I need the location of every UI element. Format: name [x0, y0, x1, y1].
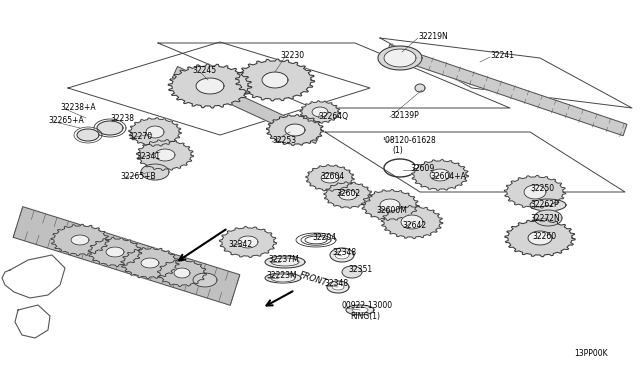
Text: 32348: 32348: [332, 247, 356, 257]
Text: 32219N: 32219N: [418, 32, 448, 41]
Polygon shape: [271, 274, 295, 282]
Polygon shape: [141, 258, 159, 268]
Polygon shape: [386, 44, 627, 136]
Polygon shape: [430, 169, 450, 181]
Polygon shape: [285, 124, 305, 136]
Polygon shape: [129, 118, 181, 146]
Polygon shape: [146, 126, 164, 138]
Text: 32272N: 32272N: [530, 214, 560, 222]
Text: 32139P: 32139P: [390, 110, 419, 119]
Polygon shape: [327, 281, 349, 293]
Text: 32245: 32245: [192, 65, 216, 74]
Polygon shape: [196, 78, 224, 94]
Text: (1): (1): [392, 145, 403, 154]
Polygon shape: [88, 237, 142, 266]
Polygon shape: [332, 284, 344, 290]
Polygon shape: [352, 307, 368, 313]
Polygon shape: [339, 190, 357, 200]
Polygon shape: [266, 115, 324, 145]
Polygon shape: [300, 101, 340, 123]
Polygon shape: [381, 205, 443, 238]
Polygon shape: [262, 72, 288, 88]
Text: 32262P: 32262P: [530, 199, 559, 208]
Polygon shape: [504, 176, 566, 208]
Polygon shape: [220, 227, 276, 257]
Polygon shape: [265, 273, 301, 283]
Polygon shape: [412, 160, 468, 190]
Polygon shape: [335, 251, 349, 259]
Text: 32204: 32204: [312, 232, 336, 241]
Polygon shape: [306, 165, 354, 191]
Text: 13PP00K: 13PP00K: [574, 350, 607, 359]
Text: 32642: 32642: [402, 221, 426, 230]
Text: 32238: 32238: [110, 113, 134, 122]
Text: 32223M: 32223M: [266, 272, 296, 280]
Polygon shape: [324, 182, 372, 208]
Text: 32348: 32348: [324, 279, 348, 289]
Polygon shape: [384, 49, 416, 67]
Polygon shape: [238, 236, 258, 248]
Polygon shape: [330, 248, 354, 262]
Polygon shape: [312, 107, 328, 117]
Text: 32264Q: 32264Q: [318, 112, 348, 121]
Text: 00922-13000: 00922-13000: [342, 301, 393, 311]
Polygon shape: [13, 207, 240, 305]
Polygon shape: [157, 260, 207, 286]
Polygon shape: [136, 140, 193, 170]
Text: 32342: 32342: [228, 240, 252, 248]
Text: 32600M: 32600M: [376, 205, 407, 215]
Polygon shape: [77, 129, 99, 141]
Text: 32250: 32250: [530, 183, 554, 192]
Polygon shape: [342, 266, 362, 278]
Text: ¹08120-61628: ¹08120-61628: [382, 135, 436, 144]
Polygon shape: [362, 190, 419, 220]
Text: 32265+B: 32265+B: [120, 171, 156, 180]
Polygon shape: [121, 247, 179, 279]
Text: 32609: 32609: [410, 164, 435, 173]
Polygon shape: [193, 273, 217, 287]
Text: 32237M: 32237M: [268, 256, 299, 264]
Text: 32604+A: 32604+A: [430, 171, 466, 180]
Polygon shape: [380, 199, 400, 211]
Polygon shape: [71, 235, 89, 245]
Polygon shape: [168, 64, 252, 108]
Polygon shape: [530, 199, 566, 211]
Text: 32604: 32604: [320, 171, 344, 180]
Polygon shape: [505, 219, 575, 257]
Polygon shape: [51, 224, 109, 256]
Polygon shape: [401, 215, 423, 229]
Text: 32602: 32602: [336, 189, 360, 198]
Polygon shape: [528, 231, 552, 245]
Polygon shape: [524, 185, 546, 199]
Text: 32238+A: 32238+A: [60, 103, 95, 112]
Polygon shape: [236, 59, 315, 101]
Polygon shape: [271, 258, 299, 266]
Polygon shape: [173, 67, 321, 144]
Text: 32241: 32241: [490, 51, 514, 60]
Polygon shape: [321, 173, 339, 183]
Text: 32265+A: 32265+A: [48, 115, 84, 125]
Polygon shape: [346, 305, 374, 315]
Polygon shape: [265, 256, 305, 268]
Text: 32260: 32260: [532, 231, 556, 241]
Polygon shape: [415, 84, 425, 92]
Text: 32351: 32351: [348, 264, 372, 273]
Text: 32270: 32270: [128, 131, 152, 141]
Polygon shape: [378, 46, 422, 70]
Polygon shape: [106, 247, 124, 257]
Text: RING(1): RING(1): [350, 311, 380, 321]
Polygon shape: [97, 121, 123, 135]
Polygon shape: [155, 149, 175, 161]
Text: 32341: 32341: [136, 151, 160, 160]
Polygon shape: [534, 210, 562, 226]
Polygon shape: [141, 164, 169, 180]
Text: 32230: 32230: [280, 51, 304, 60]
Text: 32253: 32253: [272, 135, 296, 144]
Polygon shape: [174, 268, 190, 278]
Text: FRONT: FRONT: [298, 270, 328, 288]
